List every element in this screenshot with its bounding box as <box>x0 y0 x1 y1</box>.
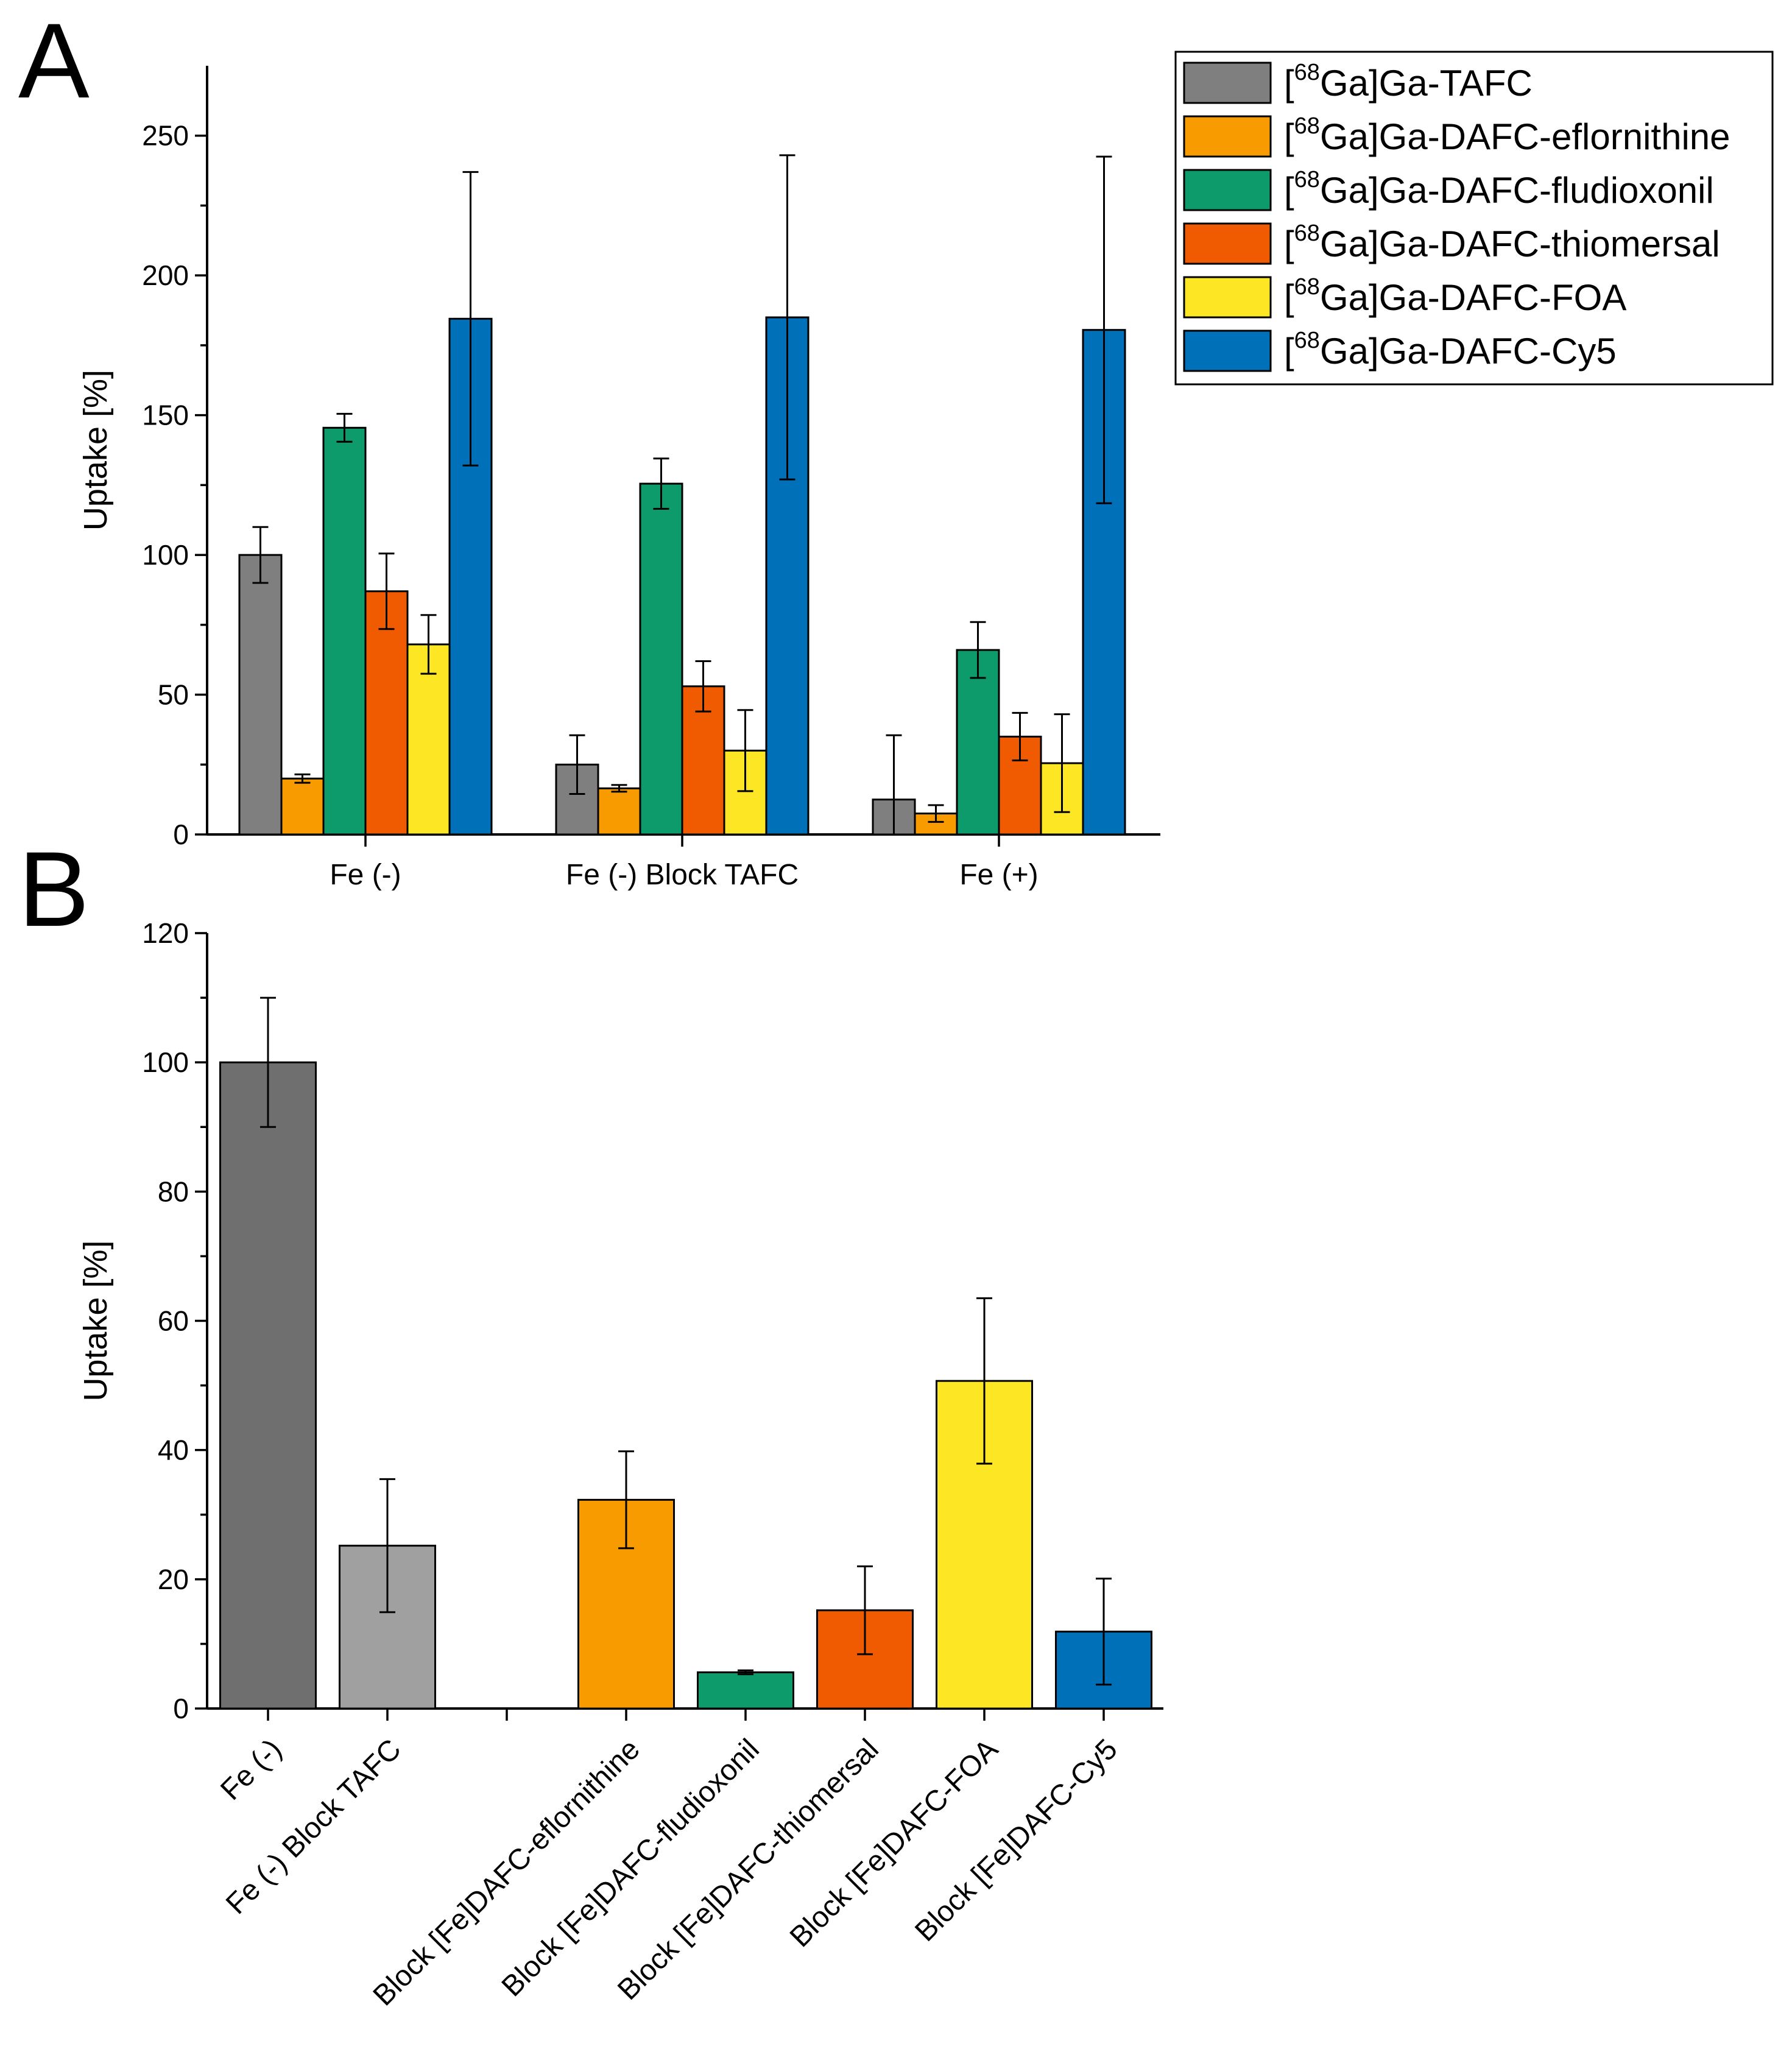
y-tick-label: 60 <box>158 1305 189 1337</box>
legend-label-bracket: [ <box>1284 331 1294 372</box>
legend-swatch <box>1183 276 1272 319</box>
legend-label-name: Ga]Ga-DAFC-eflornithine <box>1320 116 1730 157</box>
bar-a <box>597 787 641 836</box>
chart-panel-a: 0 50 100 150 200 250 Uptake [%] Fe (-) Fe (-) Bl… <box>77 66 1160 891</box>
y-tick-label: 50 <box>158 679 189 711</box>
x-category-label: Fe (-) <box>214 1733 287 1806</box>
legend-label-bracket: [ <box>1284 224 1294 264</box>
legend-swatch <box>1183 330 1272 372</box>
y-tick-label: 150 <box>142 400 189 431</box>
bar-a <box>238 554 283 836</box>
legend-swatch <box>1183 62 1272 104</box>
x-category-label: Block [Fe]DAFC-FOA <box>784 1733 1004 1953</box>
legend-box <box>1174 51 1774 386</box>
legend-swatch <box>1183 115 1272 158</box>
bar-a <box>406 643 451 836</box>
x-category-label: Block [Fe]DAFC-Cy5 <box>909 1733 1123 1947</box>
legend-label-superscript: 68 <box>1294 274 1320 300</box>
legend-label-bracket: [ <box>1284 116 1294 157</box>
bar-a <box>639 482 683 836</box>
legend-label-name: Ga]Ga-DAFC-fludioxonil <box>1320 170 1714 211</box>
y-tick-label: 80 <box>158 1176 189 1207</box>
legend-panel-a: [68Ga]Ga-TAFC[68Ga]Ga-DAFC-eflornithine[… <box>1174 51 1774 386</box>
bar-a <box>280 777 325 836</box>
legend-label-name: Ga]Ga-DAFC-thiomersal <box>1320 224 1720 264</box>
legend-label-bracket: [ <box>1284 277 1294 318</box>
legend-label-superscript: 68 <box>1294 220 1320 246</box>
legend-label-superscript: 68 <box>1294 167 1320 192</box>
y-axis-title: Uptake [%] <box>77 1240 114 1401</box>
y-tick-label: 250 <box>142 120 189 152</box>
legend-label: [68Ga]Ga-DAFC-thiomersal <box>1284 220 1720 264</box>
legend-label-superscript: 68 <box>1294 113 1320 139</box>
x-category-label: Fe (-) Block TAFC <box>566 859 799 891</box>
bar-b <box>697 1671 794 1710</box>
legend-label: [68Ga]Ga-DAFC-Cy5 <box>1284 328 1617 372</box>
legend-label: [68Ga]Ga-TAFC <box>1284 60 1533 104</box>
x-category-label: Block [Fe]DAFC-fludioxonil <box>496 1733 766 2003</box>
y-tick-label: 0 <box>173 819 189 850</box>
y-tick-label: 40 <box>158 1434 189 1466</box>
x-category-label: Block [Fe]DAFC-thiomersal <box>612 1733 885 2006</box>
legend-label-superscript: 68 <box>1294 328 1320 353</box>
legend-label-bracket: [ <box>1284 63 1294 104</box>
y-tick-label: 120 <box>142 917 189 949</box>
x-category-label: Fe (-) <box>330 859 401 891</box>
y-tick-label: 20 <box>158 1564 189 1595</box>
legend-label-bracket: [ <box>1284 170 1294 211</box>
panel-a-letter: A <box>18 2 90 121</box>
bar-b <box>219 1061 317 1710</box>
y-tick-label: 100 <box>142 1046 189 1078</box>
panel-b-letter: B <box>18 830 90 949</box>
legend-label: [68Ga]Ga-DAFC-FOA <box>1284 274 1626 318</box>
bar-a <box>364 590 409 836</box>
legend-label-name: Ga]Ga-TAFC <box>1320 63 1533 104</box>
y-tick-label: 100 <box>142 539 189 571</box>
y-tick-label: 0 <box>173 1693 189 1724</box>
x-category-label: Fe (+) <box>959 859 1038 891</box>
bar-a <box>322 426 367 836</box>
legend-swatch <box>1183 169 1272 211</box>
legend-label: [68Ga]Ga-DAFC-fludioxonil <box>1284 167 1714 211</box>
y-tick-label: 200 <box>142 259 189 291</box>
legend-label-name: Ga]Ga-DAFC-Cy5 <box>1320 331 1617 372</box>
y-axis-title: Uptake [%] <box>77 370 114 531</box>
legend-label-name: Ga]Ga-DAFC-FOA <box>1320 277 1626 318</box>
legend-label: [68Ga]Ga-DAFC-eflornithine <box>1284 113 1730 157</box>
legend-label-superscript: 68 <box>1294 60 1320 85</box>
legend-swatch <box>1183 222 1272 265</box>
